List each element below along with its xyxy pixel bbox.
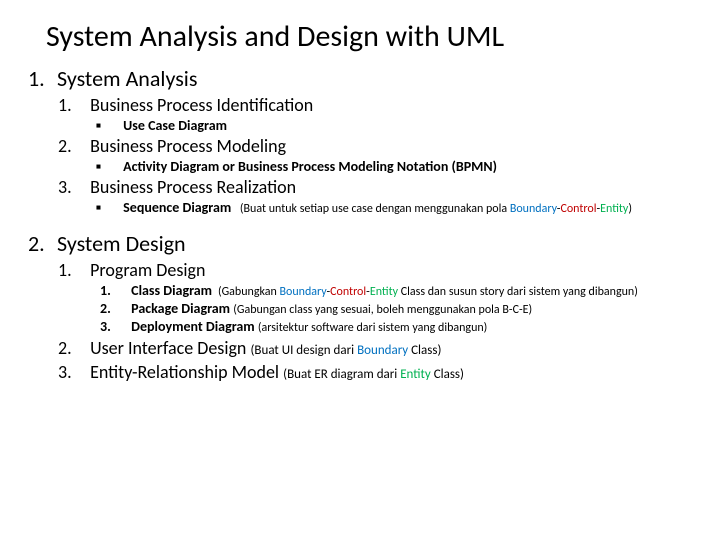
sd-item-2-label: User Interface Design (90, 337, 246, 359)
sa-item-2-bullet-1-note: or Business Process Modeling Notation (B… (219, 158, 497, 175)
boundary-word: Boundary (357, 343, 408, 358)
sa-item-3-bullet-1-label: Sequence Diagram (123, 199, 231, 216)
pd-item-3: 3. Deployment Diagram (arsitektur softwa… (100, 318, 692, 335)
sd-item-1-num: 1. (58, 259, 86, 281)
sa-item-3-bullet-1-note: (Buat untuk setiap use case dengan mengg… (234, 202, 632, 216)
pd-item-2-num: 2. (100, 300, 128, 317)
sd-item-3-note: (Buat ER diagram dari Entity Class) (283, 367, 464, 382)
sd-item-1: 1. Program Design (58, 259, 692, 281)
pd-item-2: 2. Package Diagram (Gabungan class yang … (100, 300, 692, 317)
sa-item-3-label: Business Process Realization (90, 176, 296, 198)
bullet-icon: ▪ (96, 158, 120, 175)
sa-item-2: 2. Business Process Modeling (58, 135, 692, 157)
bullet-icon: ▪ (96, 199, 120, 216)
sd-item-2-num: 2. (58, 337, 86, 359)
pd-item-2-label: Package Diagram (131, 300, 230, 317)
pd-item-1: 1. Class Diagram (Gabungkan Boundary-Con… (100, 282, 692, 299)
pd-item-1-num: 1. (100, 282, 128, 299)
section-2: 2. System Design (28, 230, 692, 257)
sa-item-3-num: 3. (58, 176, 86, 198)
sd-item-2-note: (Buat UI design dari Boundary Class) (250, 343, 441, 358)
sa-item-1-num: 1. (58, 94, 86, 116)
entity-word: Entity (370, 285, 398, 299)
sa-item-1-bullet-1: ▪ Use Case Diagram (96, 117, 692, 134)
entity-word: Entity (400, 367, 431, 382)
section-1: 1. System Analysis (28, 65, 692, 92)
sd-item-3-num: 3. (58, 361, 86, 383)
control-word: Control (560, 202, 596, 216)
section-2-num: 2. (28, 230, 52, 257)
section-1-label: System Analysis (57, 65, 197, 92)
sd-item-2: 2. User Interface Design (Buat UI design… (58, 337, 692, 359)
control-word: Control (330, 285, 366, 299)
sa-item-1-label: Business Process Identification (90, 94, 313, 116)
sd-item-3: 3. Entity-Relationship Model (Buat ER di… (58, 361, 692, 383)
pd-item-3-num: 3. (100, 318, 128, 335)
boundary-word: Boundary (280, 285, 327, 299)
pd-item-2-note: (Gabungan class yang sesuai, boleh mengg… (233, 303, 532, 317)
sa-item-2-bullet-1: ▪ Activity Diagram or Business Process M… (96, 158, 692, 175)
section-2-label: System Design (57, 230, 186, 257)
sa-item-2-num: 2. (58, 135, 86, 157)
sa-item-3: 3. Business Process Realization (58, 176, 692, 198)
section-1-num: 1. (28, 65, 52, 92)
boundary-word: Boundary (510, 202, 557, 216)
sd-item-1-label: Program Design (90, 259, 205, 281)
pd-item-1-label: Class Diagram (131, 282, 212, 299)
pd-item-3-note: (arsitektur software dari sistem yang di… (258, 321, 487, 335)
sa-item-2-label: Business Process Modeling (90, 135, 286, 157)
pd-item-3-label: Deployment Diagram (131, 318, 255, 335)
page-title: System Analysis and Design with UML (28, 18, 692, 55)
sa-item-2-bullet-1-label: Activity Diagram (123, 158, 219, 175)
sd-item-3-label: Entity-Relationship Model (90, 361, 279, 383)
sa-item-1-bullet-1-label: Use Case Diagram (123, 117, 227, 134)
sa-item-1: 1. Business Process Identification (58, 94, 692, 116)
slide: System Analysis and Design with UML 1. S… (0, 0, 720, 393)
bullet-icon: ▪ (96, 117, 120, 134)
entity-word: Entity (600, 202, 628, 216)
sa-item-3-bullet-1: ▪ Sequence Diagram (Buat untuk setiap us… (96, 199, 692, 216)
pd-item-1-note: (Gabungkan Boundary-Control-Entity Class… (215, 285, 638, 299)
